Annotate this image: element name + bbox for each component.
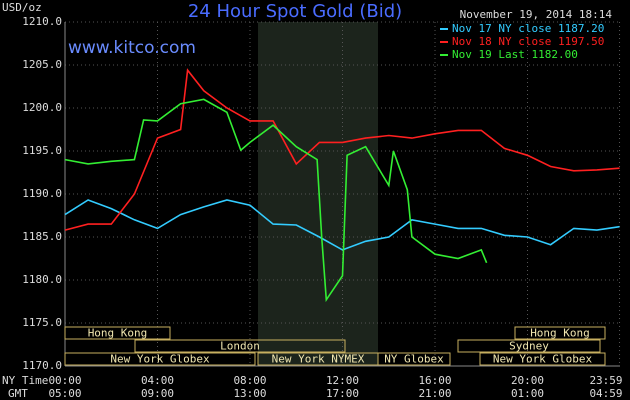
gmt-tick-label: 05:00 <box>48 387 81 400</box>
session-label: New York Globex <box>110 353 210 366</box>
chart-title: 24 Hour Spot Gold (Bid) <box>188 1 402 22</box>
gmt-tick-label: 04:59 <box>589 387 622 400</box>
session-label: Sydney <box>509 340 549 353</box>
y-tick-label: 1200.0 <box>22 101 62 114</box>
y-tick-label: 1195.0 <box>22 144 62 157</box>
x-tick-label: 16:00 <box>418 374 451 387</box>
x-tick-label: 00:00 <box>48 374 81 387</box>
y-tick-label: 1180.0 <box>22 273 62 286</box>
legend-label: Nov 18 NY close 1197.50 <box>452 35 604 48</box>
x-tick-label: 23:59 <box>589 374 622 387</box>
y-axis-label: USD/oz <box>2 1 42 14</box>
y-tick-label: 1190.0 <box>22 187 62 200</box>
gmt-tick-label: 01:00 <box>511 387 544 400</box>
session-bar <box>134 339 346 353</box>
x-tick-label: 20:00 <box>511 374 544 387</box>
x-tick-label: 12:00 <box>326 374 359 387</box>
x2-axis-label: GMT <box>8 387 28 400</box>
session-bar <box>479 352 606 366</box>
session-label: London <box>220 340 260 353</box>
session-bar <box>64 326 171 340</box>
y-tick-label: 1210.0 <box>22 15 62 28</box>
gmt-tick-label: 17:00 <box>326 387 359 400</box>
session-bar <box>457 339 601 353</box>
y-tick-label: 1205.0 <box>22 58 62 71</box>
series-line <box>64 68 620 231</box>
session-label: NY Globex <box>384 353 444 366</box>
session-bar <box>64 352 256 366</box>
gmt-tick-label: 13:00 <box>233 387 266 400</box>
session-bar <box>514 326 606 340</box>
x-axis-label: NY Time <box>2 374 48 387</box>
legend-label: Nov 17 NY close 1187.20 <box>452 22 604 35</box>
session-label: New York NYMEX <box>272 353 365 366</box>
series-line <box>64 199 620 251</box>
series-line <box>64 98 488 303</box>
y-tick-label: 1175.0 <box>22 316 62 329</box>
gmt-tick-label: 09:00 <box>141 387 174 400</box>
session-label: Hong Kong <box>88 327 148 340</box>
x-tick-label: 04:00 <box>141 374 174 387</box>
timestamp: November 19, 2014 18:14 <box>460 8 613 21</box>
y-tick-label: 1185.0 <box>22 230 62 243</box>
gmt-tick-label: 21:00 <box>418 387 451 400</box>
session-bar <box>377 352 451 366</box>
session-label: Hong Kong <box>530 327 590 340</box>
watermark: www.kitco.com <box>68 38 196 58</box>
legend-label: Nov 19 Last 1182.00 <box>452 48 578 61</box>
session-label: New York Globex <box>493 353 593 366</box>
x-tick-label: 08:00 <box>233 374 266 387</box>
y-tick-label: 1170.0 <box>22 359 62 372</box>
